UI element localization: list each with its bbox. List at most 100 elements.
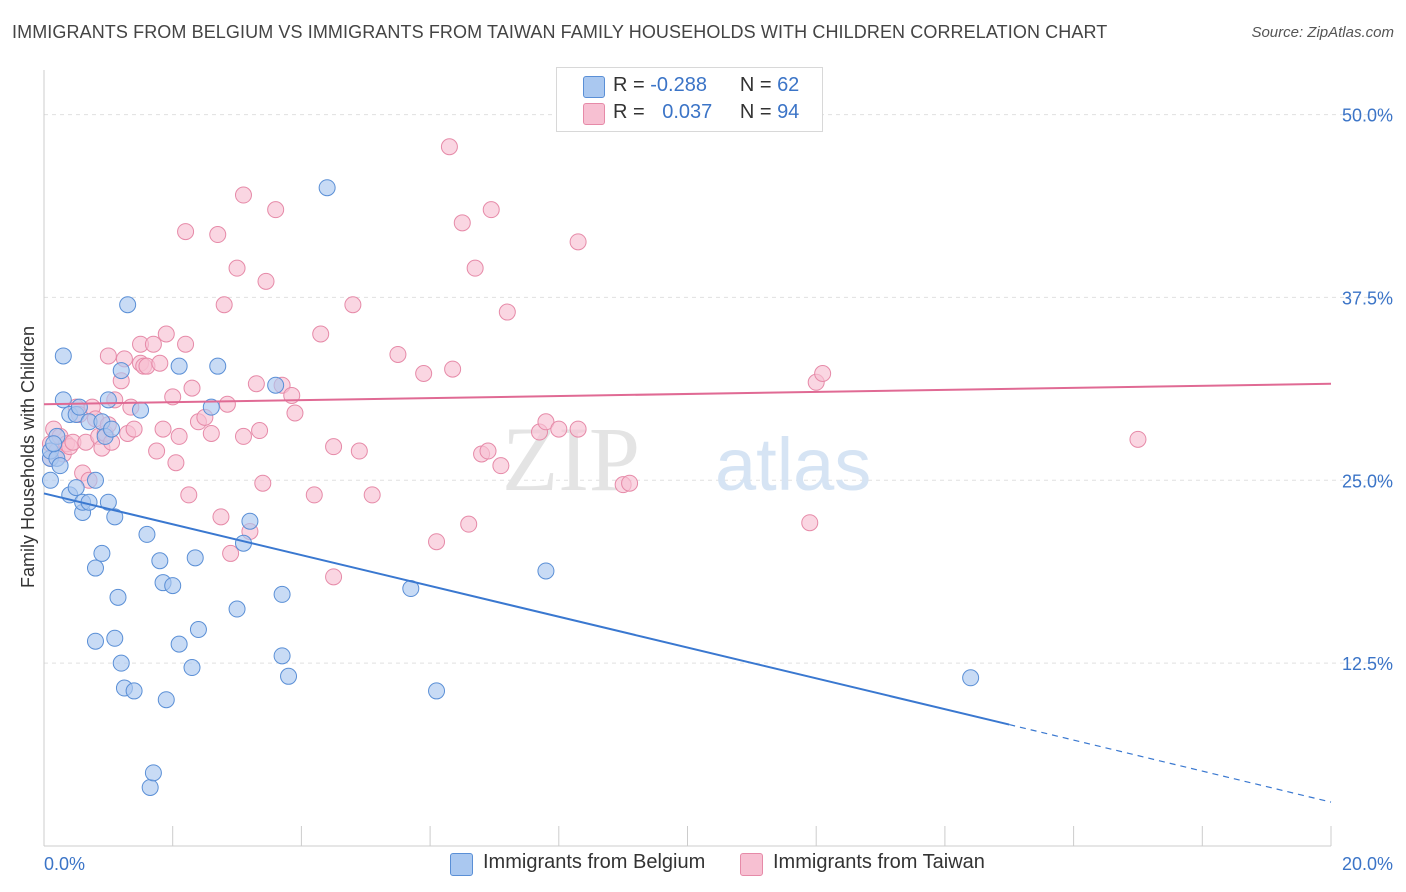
taiwan-point bbox=[218, 395, 236, 413]
taiwan-point bbox=[151, 354, 169, 372]
taiwan-point bbox=[148, 442, 166, 460]
taiwan-point bbox=[177, 223, 195, 241]
belgium-point bbox=[112, 654, 130, 672]
taiwan-point bbox=[305, 486, 323, 504]
belgium-point bbox=[186, 549, 204, 567]
belgium-point bbox=[157, 691, 175, 709]
belgium-point bbox=[109, 588, 127, 606]
belgium-point bbox=[93, 544, 111, 562]
belgium-point bbox=[241, 512, 259, 530]
watermark-zip: ZIP bbox=[502, 408, 640, 510]
belgium-point bbox=[67, 479, 85, 497]
chart-title: IMMIGRANTS FROM BELGIUM VS IMMIGRANTS FR… bbox=[12, 22, 1108, 42]
taiwan-point bbox=[209, 226, 227, 244]
belgium-point bbox=[125, 682, 143, 700]
series-belgium-points bbox=[41, 179, 980, 796]
taiwan-point bbox=[569, 420, 587, 438]
taiwan-point bbox=[466, 259, 484, 277]
taiwan-point bbox=[312, 325, 330, 343]
belgium-point bbox=[164, 577, 182, 595]
taiwan-point bbox=[479, 442, 497, 460]
taiwan-point bbox=[212, 508, 230, 526]
series-taiwan-points bbox=[41, 138, 1147, 586]
taiwan-point bbox=[222, 544, 240, 562]
belgium-point bbox=[106, 629, 124, 647]
belgium-point bbox=[273, 647, 291, 665]
belgium-point bbox=[54, 391, 72, 409]
taiwan-point bbox=[183, 379, 201, 397]
source-credit: Source: ZipAtlas.com bbox=[1251, 24, 1394, 41]
belgium-point bbox=[273, 585, 291, 603]
x-tick-label: 0.0% bbox=[44, 854, 85, 874]
belgium-point bbox=[141, 778, 159, 796]
belgium-point bbox=[41, 471, 59, 489]
r-label: R = bbox=[613, 101, 645, 123]
n-value: 62 bbox=[777, 74, 800, 96]
taiwan-point bbox=[550, 420, 568, 438]
taiwan-point bbox=[1129, 430, 1147, 448]
belgium-trend-line bbox=[43, 492, 1010, 726]
taiwan-point bbox=[350, 442, 368, 460]
taiwan-swatch bbox=[583, 103, 605, 125]
taiwan-point bbox=[164, 388, 182, 406]
taiwan-point bbox=[498, 303, 516, 321]
taiwan-point bbox=[234, 427, 252, 445]
belgium-point bbox=[138, 525, 156, 543]
taiwan-point bbox=[415, 364, 433, 382]
belgium-point bbox=[280, 667, 298, 685]
belgium-point bbox=[537, 562, 555, 580]
belgium-point bbox=[106, 508, 124, 526]
taiwan-point bbox=[177, 335, 195, 353]
y-tick-label: 50.0% bbox=[1342, 106, 1393, 126]
taiwan-point bbox=[234, 186, 252, 204]
taiwan-swatch bbox=[740, 853, 763, 876]
taiwan-point bbox=[389, 345, 407, 363]
y-tick-label: 12.5% bbox=[1342, 654, 1393, 674]
taiwan-point bbox=[257, 272, 275, 290]
y-axis-label: Family Households with Children bbox=[18, 326, 38, 588]
belgium-point bbox=[267, 376, 285, 394]
taiwan-trend-line bbox=[43, 382, 1332, 406]
belgium-point bbox=[86, 471, 104, 489]
belgium-point bbox=[209, 357, 227, 375]
belgium-point bbox=[112, 362, 130, 380]
taiwan-point bbox=[154, 420, 172, 438]
taiwan-point bbox=[569, 233, 587, 251]
taiwan-point bbox=[286, 404, 304, 422]
belgium-point bbox=[170, 635, 188, 653]
taiwan-point bbox=[482, 201, 500, 219]
taiwan-point bbox=[344, 296, 362, 314]
belgium-point bbox=[962, 669, 980, 687]
taiwan-point bbox=[267, 201, 285, 219]
belgium-point bbox=[318, 179, 336, 197]
taiwan-point bbox=[170, 427, 188, 445]
taiwan-point bbox=[453, 214, 471, 232]
taiwan-point bbox=[157, 325, 175, 343]
legend-label: Immigrants from Belgium bbox=[483, 851, 706, 873]
belgium-point bbox=[86, 559, 104, 577]
belgium-point bbox=[189, 620, 207, 638]
y-tick-label: 37.5% bbox=[1342, 288, 1393, 308]
belgium-point bbox=[151, 552, 169, 570]
belgium-point bbox=[119, 296, 137, 314]
belgium-point bbox=[228, 600, 246, 618]
taiwan-point bbox=[325, 438, 343, 456]
taiwan-point bbox=[251, 422, 269, 440]
taiwan-point bbox=[814, 364, 832, 382]
n-label: N = bbox=[739, 101, 772, 123]
taiwan-point bbox=[621, 474, 639, 492]
taiwan-point bbox=[228, 259, 246, 277]
r-value: -0.288 bbox=[650, 74, 707, 96]
belgium-point bbox=[144, 764, 162, 782]
n-label: N = bbox=[739, 74, 772, 96]
y-tick-label: 25.0% bbox=[1342, 471, 1393, 491]
taiwan-point bbox=[444, 360, 462, 378]
watermark-atlas: atlas bbox=[715, 423, 871, 506]
taiwan-point bbox=[440, 138, 458, 156]
x-tick-label: 20.0% bbox=[1342, 854, 1393, 874]
belgium-point bbox=[103, 420, 121, 438]
belgium-point bbox=[183, 659, 201, 677]
legend-label: Immigrants from Taiwan bbox=[773, 851, 985, 873]
belgium-trend-extension bbox=[1009, 723, 1332, 803]
